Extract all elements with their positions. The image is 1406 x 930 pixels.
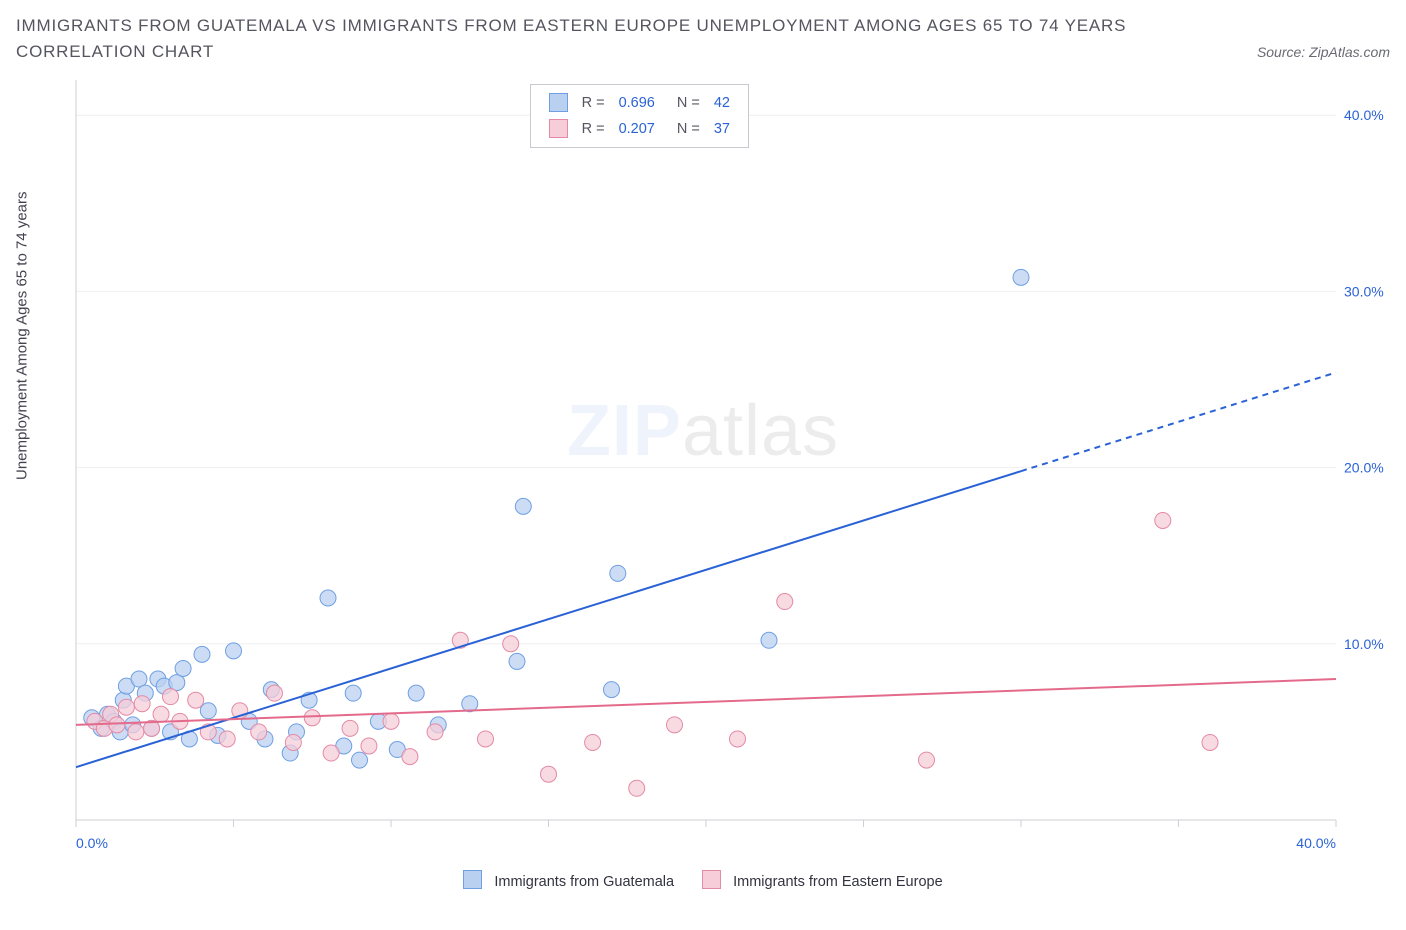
legend-item-eastern-europe: Immigrants from Eastern Europe <box>702 870 943 890</box>
scatter-plot: 0.0% 40.0% 10.0% 20.0% 30.0% 40.0% <box>16 70 1390 860</box>
svg-text:10.0%: 10.0% <box>1344 636 1384 652</box>
chart-container: Unemployment Among Ages 65 to 74 years Z… <box>16 70 1390 890</box>
legend-swatch-eastern-europe <box>702 870 721 889</box>
svg-text:20.0%: 20.0% <box>1344 460 1384 476</box>
x-axis-legend: Immigrants from Guatemala Immigrants fro… <box>16 870 1390 890</box>
correlation-stats-box: R =0.696N =42R =0.207N =37 <box>530 84 749 148</box>
svg-text:0.0%: 0.0% <box>76 835 108 851</box>
legend-label-eastern-europe: Immigrants from Eastern Europe <box>733 874 943 890</box>
legend-swatch-guatemala <box>463 870 482 889</box>
chart-header: IMMIGRANTS FROM GUATEMALA VS IMMIGRANTS … <box>16 16 1390 62</box>
y-axis-title: Unemployment Among Ages 65 to 74 years <box>14 191 31 480</box>
chart-source: Source: ZipAtlas.com <box>1257 44 1390 60</box>
svg-text:40.0%: 40.0% <box>1296 835 1336 851</box>
svg-text:30.0%: 30.0% <box>1344 283 1384 299</box>
legend-label-guatemala: Immigrants from Guatemala <box>494 874 674 890</box>
chart-title-line1: IMMIGRANTS FROM GUATEMALA VS IMMIGRANTS … <box>16 16 1390 36</box>
legend-item-guatemala: Immigrants from Guatemala <box>463 870 674 890</box>
chart-title-line2: CORRELATION CHART <box>16 42 214 62</box>
svg-text:40.0%: 40.0% <box>1344 107 1384 123</box>
